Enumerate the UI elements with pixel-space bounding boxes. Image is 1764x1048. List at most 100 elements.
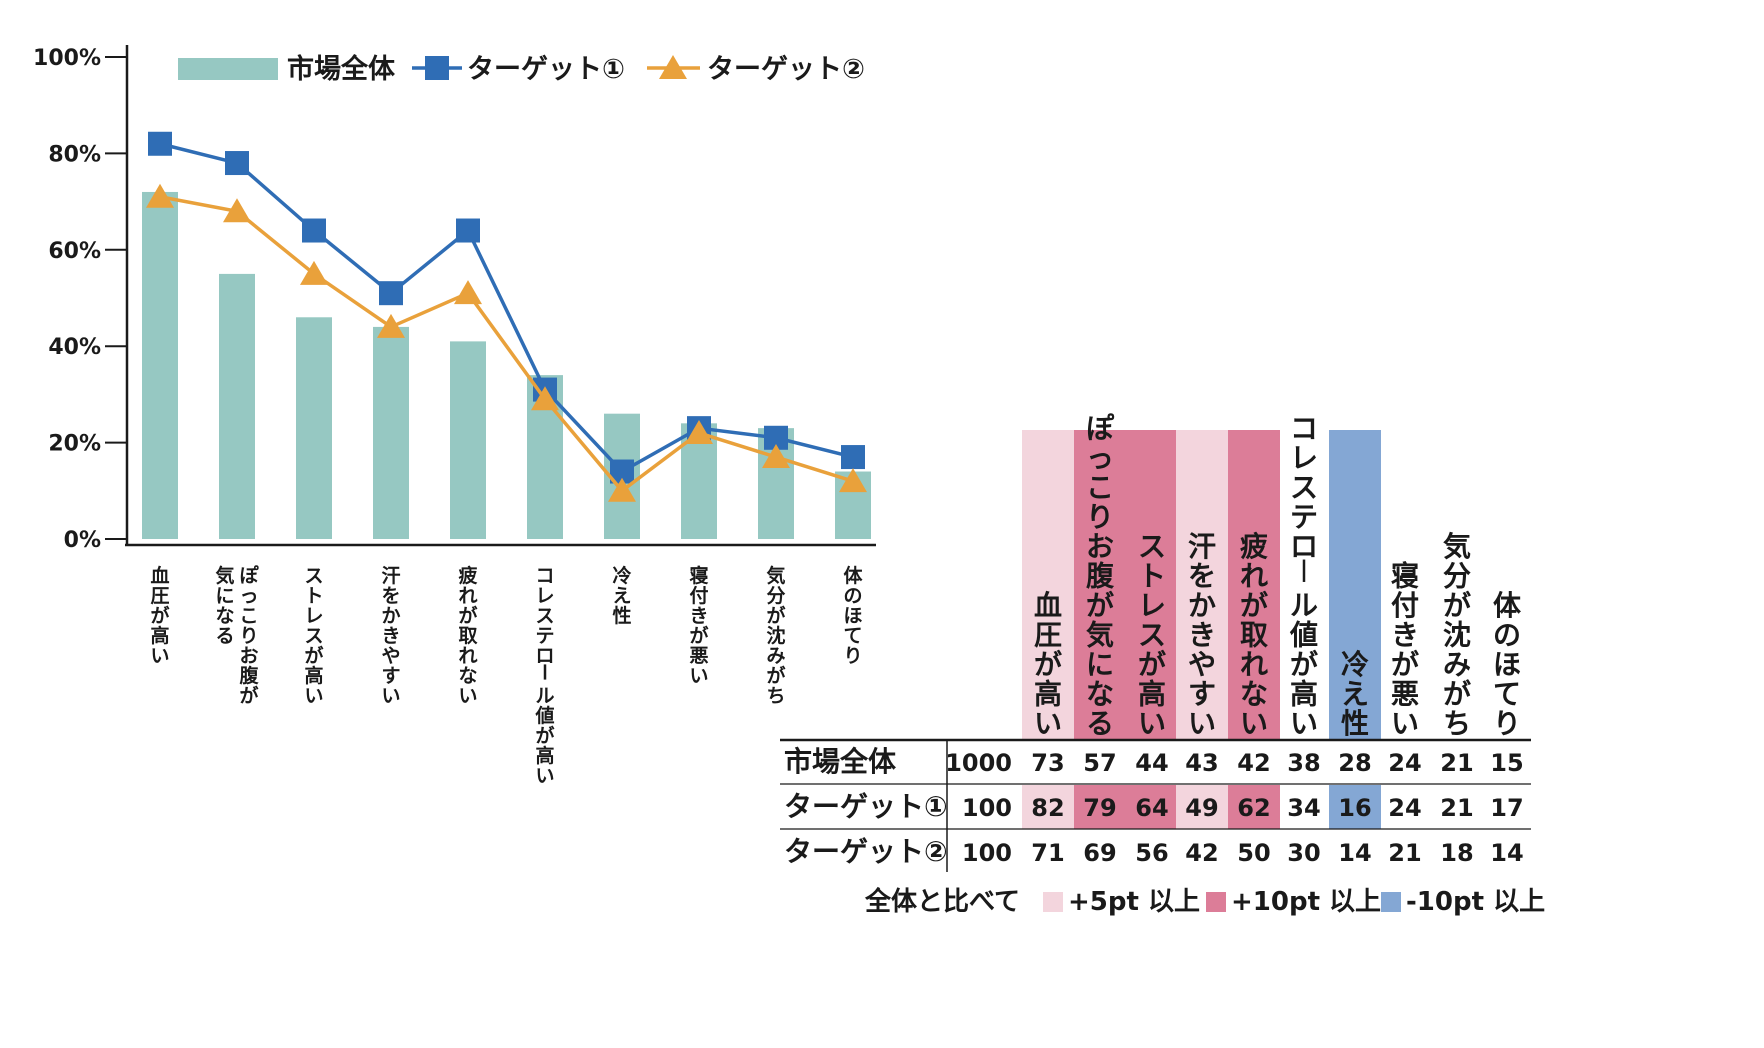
char-glyph: ロ	[535, 645, 554, 667]
char-glyph: ほ	[1493, 648, 1521, 681]
marker-square-5	[456, 218, 480, 243]
bar-5	[450, 341, 486, 539]
char-glyph: ち	[1443, 707, 1471, 740]
char-glyph: か	[1188, 589, 1216, 622]
char-glyph: ス	[1290, 471, 1318, 504]
series-line-2	[159, 195, 854, 494]
char-glyph: み	[766, 645, 785, 667]
table-cell: 14	[1490, 839, 1523, 867]
y-tick-label: 0%	[64, 528, 101, 553]
char-glyph: が	[304, 644, 323, 667]
char-glyph: い	[1240, 707, 1268, 740]
char-glyph: ほ	[843, 605, 862, 627]
table-cell: 79	[1083, 794, 1116, 822]
char-glyph: が	[1443, 589, 1471, 622]
note-label: -10pt 以上	[1406, 887, 1545, 917]
marker-triangle-4	[377, 313, 405, 338]
char-glyph: ぽ	[1086, 412, 1115, 445]
char-glyph: 汗	[1188, 530, 1216, 563]
char-glyph: 体	[843, 564, 863, 587]
legend-square-icon	[425, 56, 449, 80]
row-label: ターゲット②	[784, 835, 948, 868]
table-cell: 24	[1388, 749, 1421, 777]
table-cell: 18	[1440, 839, 1473, 867]
char-glyph: え	[1341, 678, 1369, 711]
marker-square-10	[841, 445, 865, 470]
table-cell: 28	[1338, 749, 1371, 777]
table-cell: 38	[1287, 749, 1320, 777]
char-glyph: の	[843, 585, 862, 607]
char-glyph: す	[1188, 678, 1216, 711]
char-glyph: が	[150, 604, 169, 627]
table-cell: 24	[1388, 794, 1421, 822]
table-row: ターゲット① 100 82 79 64 49 62 34 16 24 21 17	[784, 790, 1524, 823]
char-glyph: な	[1086, 678, 1114, 711]
y-tick-label: 60%	[48, 239, 101, 264]
char-glyph: が	[766, 664, 785, 687]
char-glyph: 気	[766, 564, 785, 587]
char-glyph: 腹	[238, 664, 259, 687]
char-glyph: ル	[1290, 589, 1318, 622]
char-glyph: が	[458, 604, 477, 627]
marker-triangle-5	[454, 280, 482, 305]
marker-triangle-6	[531, 386, 559, 411]
char-glyph: え	[612, 585, 631, 607]
char-glyph: て	[843, 625, 862, 647]
y-tick-label: 100%	[33, 46, 101, 71]
legend-triangle-icon	[659, 55, 687, 79]
table-cell: 82	[1031, 794, 1064, 822]
table-cell: 69	[1083, 839, 1116, 867]
char-glyph: き	[1391, 619, 1419, 652]
char-glyph: 血	[150, 564, 169, 587]
char-glyph: か	[381, 605, 400, 627]
y-tick-label: 40%	[48, 335, 101, 360]
marker-square-2	[225, 151, 249, 176]
cell-highlight	[1074, 785, 1126, 829]
char-glyph: 体	[1493, 589, 1522, 622]
char-glyph: お	[239, 645, 258, 667]
char-glyph: っ	[1086, 442, 1114, 475]
char-glyph: 汗	[381, 565, 400, 587]
char-glyph: り	[1493, 707, 1521, 740]
bar-2	[219, 273, 255, 539]
char-glyph: 冷	[1341, 648, 1369, 681]
header-highlight-2	[1074, 430, 1126, 740]
char-glyph: い	[1391, 707, 1419, 740]
char-glyph: い	[304, 685, 323, 707]
char-glyph: 血	[1034, 589, 1062, 622]
char-glyph: い	[1188, 707, 1216, 740]
series-line-1	[159, 142, 854, 474]
row-label: 市場全体	[784, 745, 897, 778]
char-glyph: っ	[239, 585, 258, 607]
char-glyph: り	[239, 625, 258, 647]
char-glyph: 分	[1443, 560, 1471, 593]
cell-highlight	[1228, 785, 1280, 829]
row-sample-size: 100	[962, 794, 1012, 822]
char-glyph: 値	[1289, 619, 1318, 652]
char-glyph: 分	[766, 585, 785, 607]
char-glyph: 疲	[1240, 530, 1268, 563]
legend: 市場全体 ターゲット① ターゲット②	[178, 53, 865, 85]
table-row: 市場全体 1000 73 57 44 43 42 38 28 24 21 15	[784, 745, 1524, 778]
table-cell: 16	[1338, 794, 1371, 822]
char-glyph: ぽ	[239, 564, 259, 587]
cell-highlight	[1126, 785, 1178, 829]
char-glyph: ト	[304, 585, 323, 607]
char-glyph: 悪	[1391, 678, 1419, 711]
note-label: +10pt 以上	[1231, 887, 1381, 917]
note-label: +5pt 以上	[1068, 887, 1200, 917]
table-cell: 50	[1237, 839, 1270, 867]
char-glyph: 付	[689, 584, 708, 607]
